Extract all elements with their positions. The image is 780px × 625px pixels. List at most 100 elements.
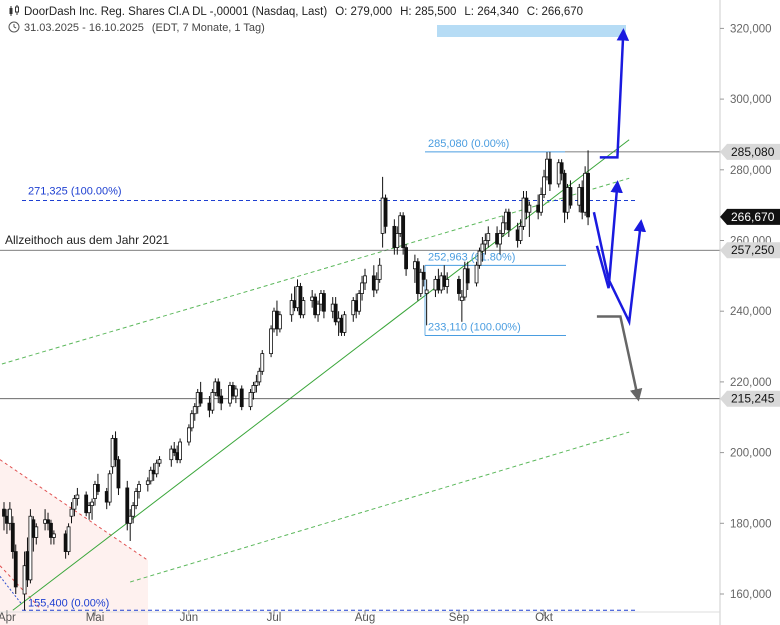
candle-body [192, 406, 197, 415]
fib1-label-bottom: 155,400 (0.00%) [28, 597, 109, 609]
candle-body [586, 172, 590, 218]
scenario-arrow-blue-1 [595, 180, 623, 289]
clock-icon [8, 21, 20, 33]
price-tag-label-2: 257,250 [731, 243, 775, 257]
candle-body [116, 459, 121, 489]
candle-body [107, 473, 112, 503]
low-value: 264,340 [477, 6, 519, 18]
candle-body [239, 388, 244, 408]
candles [2, 150, 590, 611]
fib2-label-2: 233,110 (100.00%) [428, 322, 521, 334]
scenario-arrow-blue-0 [599, 28, 630, 159]
x-tick-label: Mai [86, 612, 105, 624]
candle-body [542, 176, 546, 195]
price-tag-0 [720, 143, 780, 160]
open-label: O: [335, 6, 348, 18]
low-label: L: [464, 6, 474, 18]
fib1-label-top: 271,325 (100.00%) [28, 185, 122, 197]
candle-body [7, 508, 12, 524]
y-tick-label: 160,000 [730, 589, 772, 601]
candle-body [559, 162, 564, 174]
open-value: 279,000 [350, 6, 393, 18]
trend-line-1 [0, 177, 630, 366]
price-tag-label-3: 215,245 [731, 392, 775, 406]
price-tag-label-0: 285,080 [731, 145, 775, 159]
highlight-box [437, 25, 626, 37]
candle-body [301, 300, 306, 316]
candle-body [480, 243, 485, 252]
chart-header: DoorDash Inc. Reg. Shares Cl.A DL -,0000… [8, 5, 583, 18]
candle-body [169, 448, 174, 461]
candle-body [418, 271, 423, 294]
candle-body [13, 551, 18, 588]
candle-body [424, 289, 429, 294]
candle-body [360, 282, 364, 294]
candle-body [363, 275, 367, 284]
x-tick-label: Okt [535, 612, 554, 624]
candle-body [28, 515, 33, 581]
fib2-label-1: 252,963 (61.80%) [428, 251, 515, 263]
price-tag-3 [720, 390, 780, 407]
candle-body [383, 197, 388, 227]
candle-body [248, 392, 253, 408]
candle-body [178, 441, 183, 461]
candle-body [333, 303, 338, 323]
timeframe-meta: (EDT, 7 Monate, 1 Tag) [151, 22, 265, 34]
chart-subheader: 31.03.2025 - 16.10.2025 (EDT, 7 Monate, 1… [8, 21, 265, 34]
candle-body [322, 293, 326, 312]
candlestick-icon [8, 5, 20, 17]
y-tick-label: 240,000 [730, 306, 772, 318]
candle-body [374, 278, 379, 291]
candle-body [131, 505, 136, 517]
candle-body [254, 381, 259, 386]
x-tick-label: Apr [0, 612, 16, 624]
y-tick-label: 200,000 [730, 448, 772, 460]
wedge-zone [0, 459, 148, 625]
candle-body [277, 314, 282, 330]
candle-body [518, 225, 523, 241]
fib2-label-0: 285,080 (0.00%) [428, 138, 509, 150]
candle-body [395, 233, 400, 248]
candle-body [72, 498, 77, 510]
candle-body [445, 278, 450, 287]
high-value: 285,500 [414, 6, 457, 18]
annotation-text: Allzeithoch aus dem Jahr 2021 [5, 233, 169, 247]
candle-body [10, 522, 15, 552]
candle-body [568, 187, 573, 206]
candle-body [210, 392, 215, 411]
candle-body [198, 392, 203, 404]
candle-body [260, 353, 265, 372]
candle-body [457, 278, 461, 294]
candle-body [189, 413, 194, 429]
candle-body [187, 427, 191, 443]
candle-body [84, 494, 89, 514]
candle-body [459, 296, 464, 301]
candle-body [2, 508, 6, 517]
candle-body [46, 519, 50, 524]
price-tag-1 [720, 208, 780, 225]
candle-body [474, 264, 479, 284]
candle-body [401, 215, 406, 248]
candle-body [539, 194, 544, 213]
candle-body [134, 491, 138, 507]
candle-body [113, 438, 118, 461]
candle-body [216, 381, 221, 397]
candle-body [125, 487, 130, 524]
date-range: 31.03.2025 - 16.10.2025 [24, 22, 144, 34]
candle-body [269, 328, 273, 355]
candle-body [548, 158, 552, 185]
candle-body [316, 303, 320, 316]
close-label: C: [526, 6, 539, 18]
wedge-lower-line [0, 565, 41, 609]
candle-body [51, 533, 56, 538]
price-tag-2 [720, 242, 780, 259]
candle-body [527, 204, 532, 213]
candle-body [357, 293, 362, 312]
candle-body [233, 388, 238, 397]
candle-body [506, 211, 511, 231]
candle-body [128, 515, 133, 524]
candle-body [465, 268, 470, 284]
candle-body [137, 484, 141, 492]
candle-body [477, 250, 482, 266]
